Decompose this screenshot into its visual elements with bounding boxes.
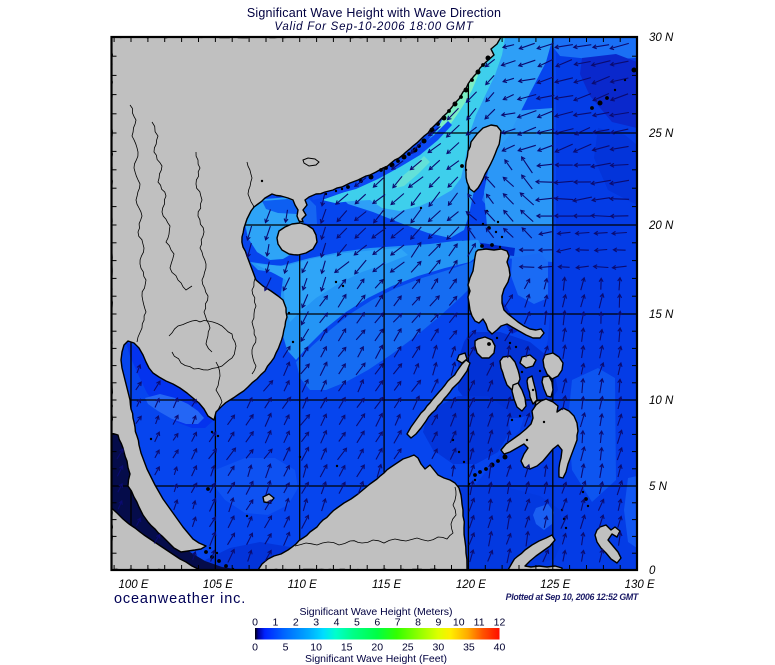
svg-text:10 N: 10 N <box>649 395 674 407</box>
svg-text:12: 12 <box>494 617 506 629</box>
svg-text:6: 6 <box>374 617 380 629</box>
svg-text:35: 35 <box>463 642 475 654</box>
svg-text:3: 3 <box>313 617 319 629</box>
svg-text:125 E: 125 E <box>540 579 570 591</box>
svg-text:5: 5 <box>283 642 289 654</box>
svg-text:40: 40 <box>494 642 506 654</box>
svg-text:5 N: 5 N <box>649 481 668 493</box>
svg-text:25 N: 25 N <box>648 128 674 140</box>
svg-text:Significant Wave Height with W: Significant Wave Height with Wave Direct… <box>247 6 501 20</box>
svg-text:11: 11 <box>474 617 485 629</box>
svg-text:0: 0 <box>649 565 656 577</box>
svg-text:20: 20 <box>371 642 383 654</box>
svg-text:oceanweather inc.: oceanweather inc. <box>114 591 246 607</box>
svg-text:Significant Wave Height (Feet): Significant Wave Height (Feet) <box>305 653 447 665</box>
svg-text:7: 7 <box>395 617 401 629</box>
svg-text:115 E: 115 E <box>372 579 402 591</box>
svg-text:10: 10 <box>453 617 465 629</box>
svg-text:9: 9 <box>435 617 441 629</box>
svg-text:8: 8 <box>415 617 421 629</box>
svg-text:0: 0 <box>252 617 258 629</box>
svg-text:5: 5 <box>354 617 360 629</box>
svg-text:4: 4 <box>334 617 340 629</box>
svg-text:2: 2 <box>293 617 299 629</box>
svg-text:105 E: 105 E <box>203 579 233 591</box>
svg-text:20 N: 20 N <box>648 220 674 232</box>
svg-text:1: 1 <box>272 617 278 629</box>
svg-text:100 E: 100 E <box>118 579 148 591</box>
svg-text:Plotted at Sep 10, 2006 12:52: Plotted at Sep 10, 2006 12:52 GMT <box>506 592 639 602</box>
svg-text:Significant Wave Height (Meter: Significant Wave Height (Meters) <box>299 606 452 618</box>
svg-text:30 N: 30 N <box>649 32 674 44</box>
svg-text:120 E: 120 E <box>456 579 486 591</box>
svg-text:Valid For Sep-10-2006 18:00 GM: Valid For Sep-10-2006 18:00 GMT <box>274 21 473 33</box>
svg-text:110 E: 110 E <box>288 579 318 591</box>
svg-text:15 N: 15 N <box>649 309 674 321</box>
svg-text:130 E: 130 E <box>625 579 655 591</box>
svg-text:0: 0 <box>252 642 258 654</box>
svg-text:25: 25 <box>402 642 414 654</box>
svg-text:30: 30 <box>433 642 445 654</box>
svg-text:15: 15 <box>341 642 353 654</box>
svg-text:10: 10 <box>310 642 322 654</box>
